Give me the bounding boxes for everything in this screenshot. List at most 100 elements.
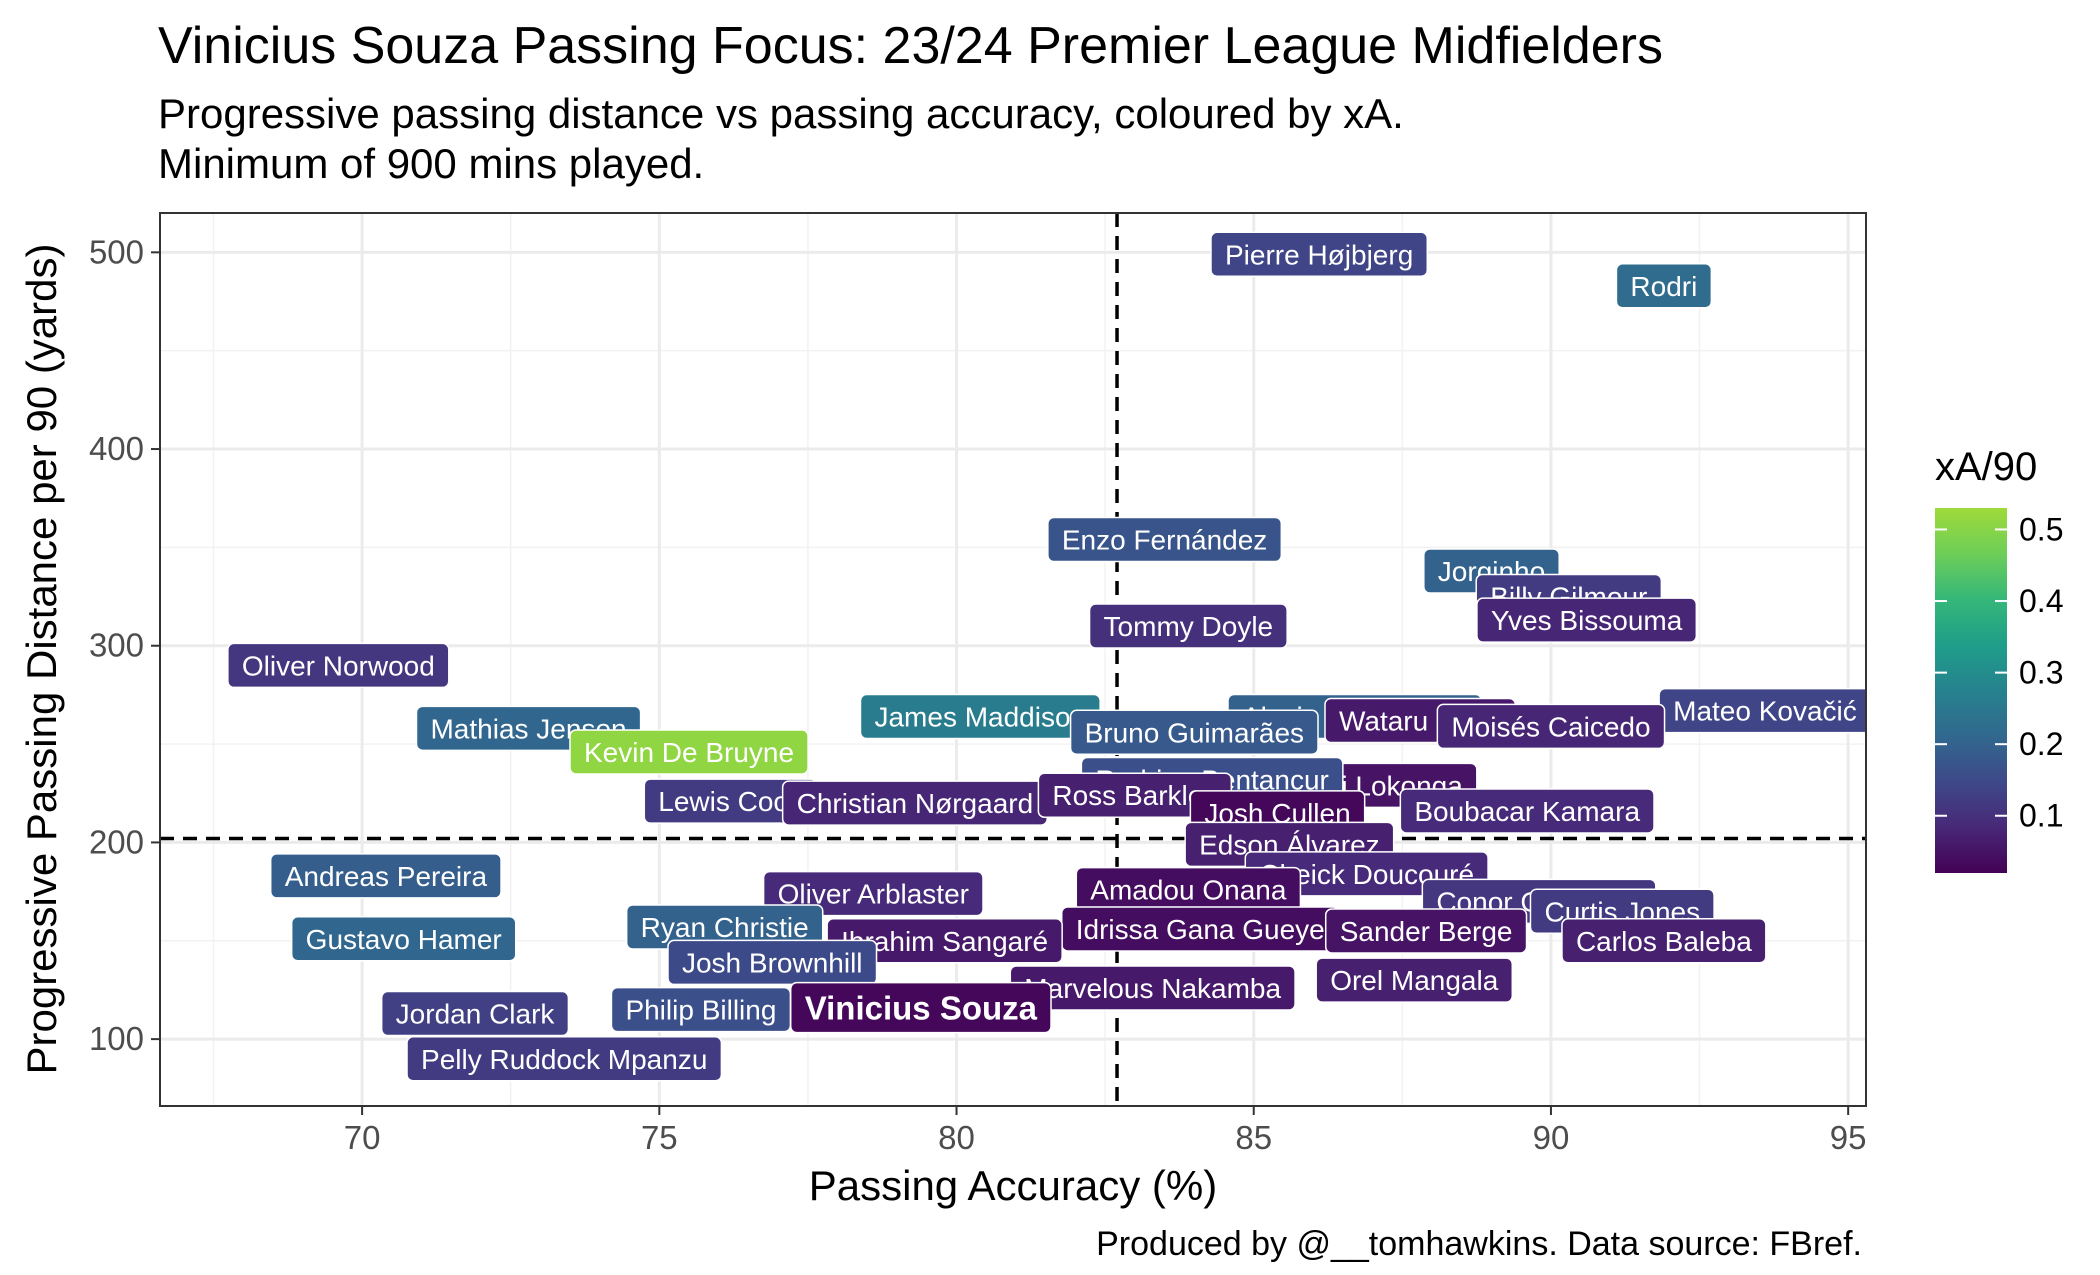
point-label: Marvelous Nakamba [1009, 965, 1296, 1011]
x-tick-label: 95 [1830, 1119, 1867, 1156]
point-label: Carlos Baleba [1561, 918, 1767, 964]
point-label: Andreas Pereira [269, 853, 502, 899]
point-label: Enzo Fernández [1047, 516, 1283, 563]
point-label: Amadou Onana [1075, 866, 1302, 913]
legend-tick-label: 0.1 [2019, 798, 2063, 834]
point-label-text: Vinicius Souza [805, 990, 1038, 1027]
point-label: Idrissa Gana Gueye [1060, 906, 1340, 952]
x-tick-label: 85 [1235, 1119, 1272, 1156]
point-label: Rodri [1615, 263, 1713, 309]
point-label-text: Moisés Caicedo [1451, 711, 1650, 742]
x-tick-label: 75 [641, 1119, 678, 1156]
point-label-text: Mateo Kovačić [1673, 696, 1857, 727]
point-label: Josh Brownhill [667, 939, 878, 986]
point-label: Christian Nørgaard [781, 780, 1048, 826]
point-label-text: Pelly Ruddock Mpanzu [421, 1044, 707, 1075]
point-label: Sander Berge [1324, 908, 1528, 954]
point-label-text: Enzo Fernández [1062, 525, 1267, 556]
point-label-text: Kevin De Bruyne [584, 737, 794, 768]
point-label: Oliver Norwood [227, 642, 450, 689]
point-label: Tommy Doyle [1088, 603, 1288, 649]
point-label-box [1315, 957, 1514, 1003]
point-label-box [1069, 709, 1319, 756]
point-label-box [227, 642, 450, 689]
point-label-text: Christian Nørgaard [797, 788, 1034, 819]
plot-border [159, 212, 1867, 1107]
legend-colorbar [1935, 508, 2007, 873]
y-tick-label: 400 [89, 430, 144, 467]
point-label-box [1615, 263, 1713, 309]
point-label: James Maddison [859, 693, 1101, 740]
point-label-box [1476, 597, 1698, 643]
point-label-text: Rodri [1630, 271, 1697, 302]
point-label-text: Ryan Christie [641, 912, 809, 943]
point-label-text: Sander Berge [1340, 916, 1513, 947]
legend-tick-label: 0.4 [2019, 583, 2063, 619]
point-label-text: Lewis Cook [658, 786, 804, 817]
point-label: Kevin De Bruyne [569, 729, 809, 775]
point-label: Philip Billing [610, 986, 792, 1033]
point-label-text: Gustavo Hamer [306, 924, 502, 955]
point-label-text: Philip Billing [625, 995, 776, 1026]
chart-subtitle: Progressive passing distance vs passing … [158, 90, 1404, 137]
reference-lines [160, 213, 1866, 1106]
point-label-box [667, 939, 878, 986]
point-label-text: Jordan Clark [396, 999, 556, 1030]
point-label-text: Marvelous Nakamba [1024, 973, 1281, 1004]
y-tick-label: 500 [89, 233, 144, 270]
point-label: Moisés Caicedo [1436, 703, 1666, 750]
chart-title: Vinicius Souza Passing Focus: 23/24 Prem… [158, 17, 1663, 75]
legend-ticks: 0.1 0.2 0.3 0.4 0.5 [1935, 511, 2063, 834]
legend-title: xA/90 [1935, 445, 2037, 489]
point-label-box [1324, 908, 1528, 954]
point-label-text: Yves Bissouma [1491, 605, 1683, 636]
x-axis-title: Passing Accuracy (%) [809, 1162, 1217, 1209]
point-label-text: Amadou Onana [1090, 875, 1287, 906]
point-label: Mateo Kovačić [1658, 687, 1866, 734]
point-label-box [1561, 918, 1767, 964]
point-label: Lewis Cook [643, 778, 818, 824]
point-label-text: Bruno Guimarães [1085, 717, 1304, 748]
y-tick-label: 100 [89, 1020, 144, 1057]
point-label-text: Andreas Pereira [285, 861, 488, 892]
point-label-box [1210, 231, 1429, 278]
x-tick-label: 90 [1533, 1119, 1570, 1156]
chart-caption: Produced by @__tomhawkins. Data source: … [1096, 1225, 1862, 1263]
point-label-text: Oliver Norwood [242, 650, 435, 681]
point-label: Ibrahim Sangaré [826, 918, 1063, 964]
point-label: Ryan Christie [625, 904, 824, 950]
point-label-box [1088, 603, 1288, 649]
point-label-text: Boubacar Kamara [1414, 796, 1640, 827]
point-label: Pelly Ruddock Mpanzu [406, 1036, 723, 1082]
legend-tick-label: 0.5 [2019, 511, 2063, 547]
point-label: Bruno Guimarães [1069, 709, 1319, 756]
point-label: Boubacar Kamara [1399, 788, 1655, 834]
point-label: Orel Mangala [1315, 957, 1514, 1003]
point-label-text: Josh Brownhill [682, 947, 863, 978]
y-axis-title: Progressive Passing Distance per 90 (yar… [18, 243, 65, 1074]
point-label-text: Carlos Baleba [1576, 926, 1752, 957]
point-label-box [789, 981, 1052, 1034]
point-label-text: Idrissa Gana Gueye [1076, 914, 1325, 945]
point-label-text: Tommy Doyle [1104, 611, 1274, 642]
point-label: Gustavo Hamer [290, 916, 517, 962]
point-label: Yves Bissouma [1476, 597, 1698, 643]
point-label-box [569, 729, 809, 775]
point-label-box [1047, 516, 1283, 563]
point-label-box [1399, 788, 1655, 834]
legend-tick-label: 0.2 [2019, 726, 2063, 762]
point-label: Jordan Clark [380, 990, 570, 1037]
chart-subtitle-line-2: Minimum of 900 mins played. [158, 140, 705, 187]
point-label-text: James Maddison [874, 702, 1086, 733]
y-tick-label: 300 [89, 627, 144, 664]
point-label-box [406, 1036, 723, 1082]
point-label-box [380, 990, 570, 1037]
point-label-box [269, 853, 502, 899]
point-label-text: Orel Mangala [1330, 965, 1499, 996]
legend-tick-label: 0.3 [2019, 655, 2063, 691]
point-label-highlighted: Vinicius Souza [789, 981, 1052, 1034]
x-tick-label: 80 [938, 1119, 975, 1156]
color-legend: xA/90 0.1 0.2 0.3 0.4 0.5 [1935, 445, 2063, 873]
